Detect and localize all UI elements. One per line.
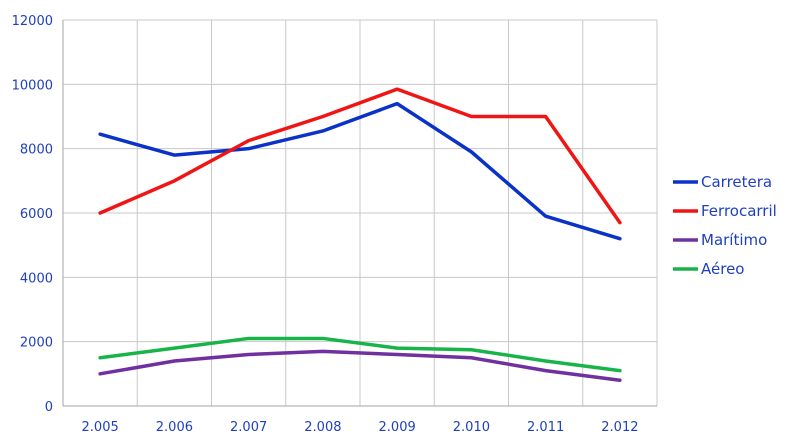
y-tick-label: 0 [45,400,53,415]
x-tick-label: 2.009 [379,420,416,435]
axes [62,20,657,407]
x-tick-label: 2.008 [304,420,341,435]
y-axis-tick-labels: 0 2000 4000 6000 8000 10000 12000 [12,14,53,415]
y-tick-label: 6000 [20,207,53,222]
x-tick-label: 2.010 [453,420,490,435]
y-tick-label: 8000 [20,143,53,158]
legend-label: Aéreo [701,260,744,278]
x-tick-label: 2.011 [527,420,564,435]
x-tick-label: 2.012 [601,420,638,435]
y-tick-label: 4000 [20,271,53,286]
series-line-aéreo [98,336,622,373]
series-lines [98,87,622,383]
x-axis-tick-labels: 2.005 2.006 2.007 2.008 2.009 2.010 2.011 2.012 [82,420,639,435]
y-tick-label: 10000 [12,78,53,93]
y-tick-label: 12000 [12,14,53,29]
x-tick-label: 2.006 [156,420,193,435]
x-tick-label: 2.005 [82,420,119,435]
series-line-ferrocarril [98,87,622,225]
series-line-marítimo [98,349,622,383]
y-tick-label: 2000 [20,336,53,351]
gridlines [62,19,658,407]
legend: Carretera Ferrocarril Marítimo Aéreo [673,173,777,278]
series-line-carretera [98,101,622,241]
x-tick-label: 2.007 [230,420,267,435]
legend-label: Ferrocarril [701,202,777,220]
legend-label: Carretera [701,173,772,191]
legend-label: Marítimo [701,231,767,249]
